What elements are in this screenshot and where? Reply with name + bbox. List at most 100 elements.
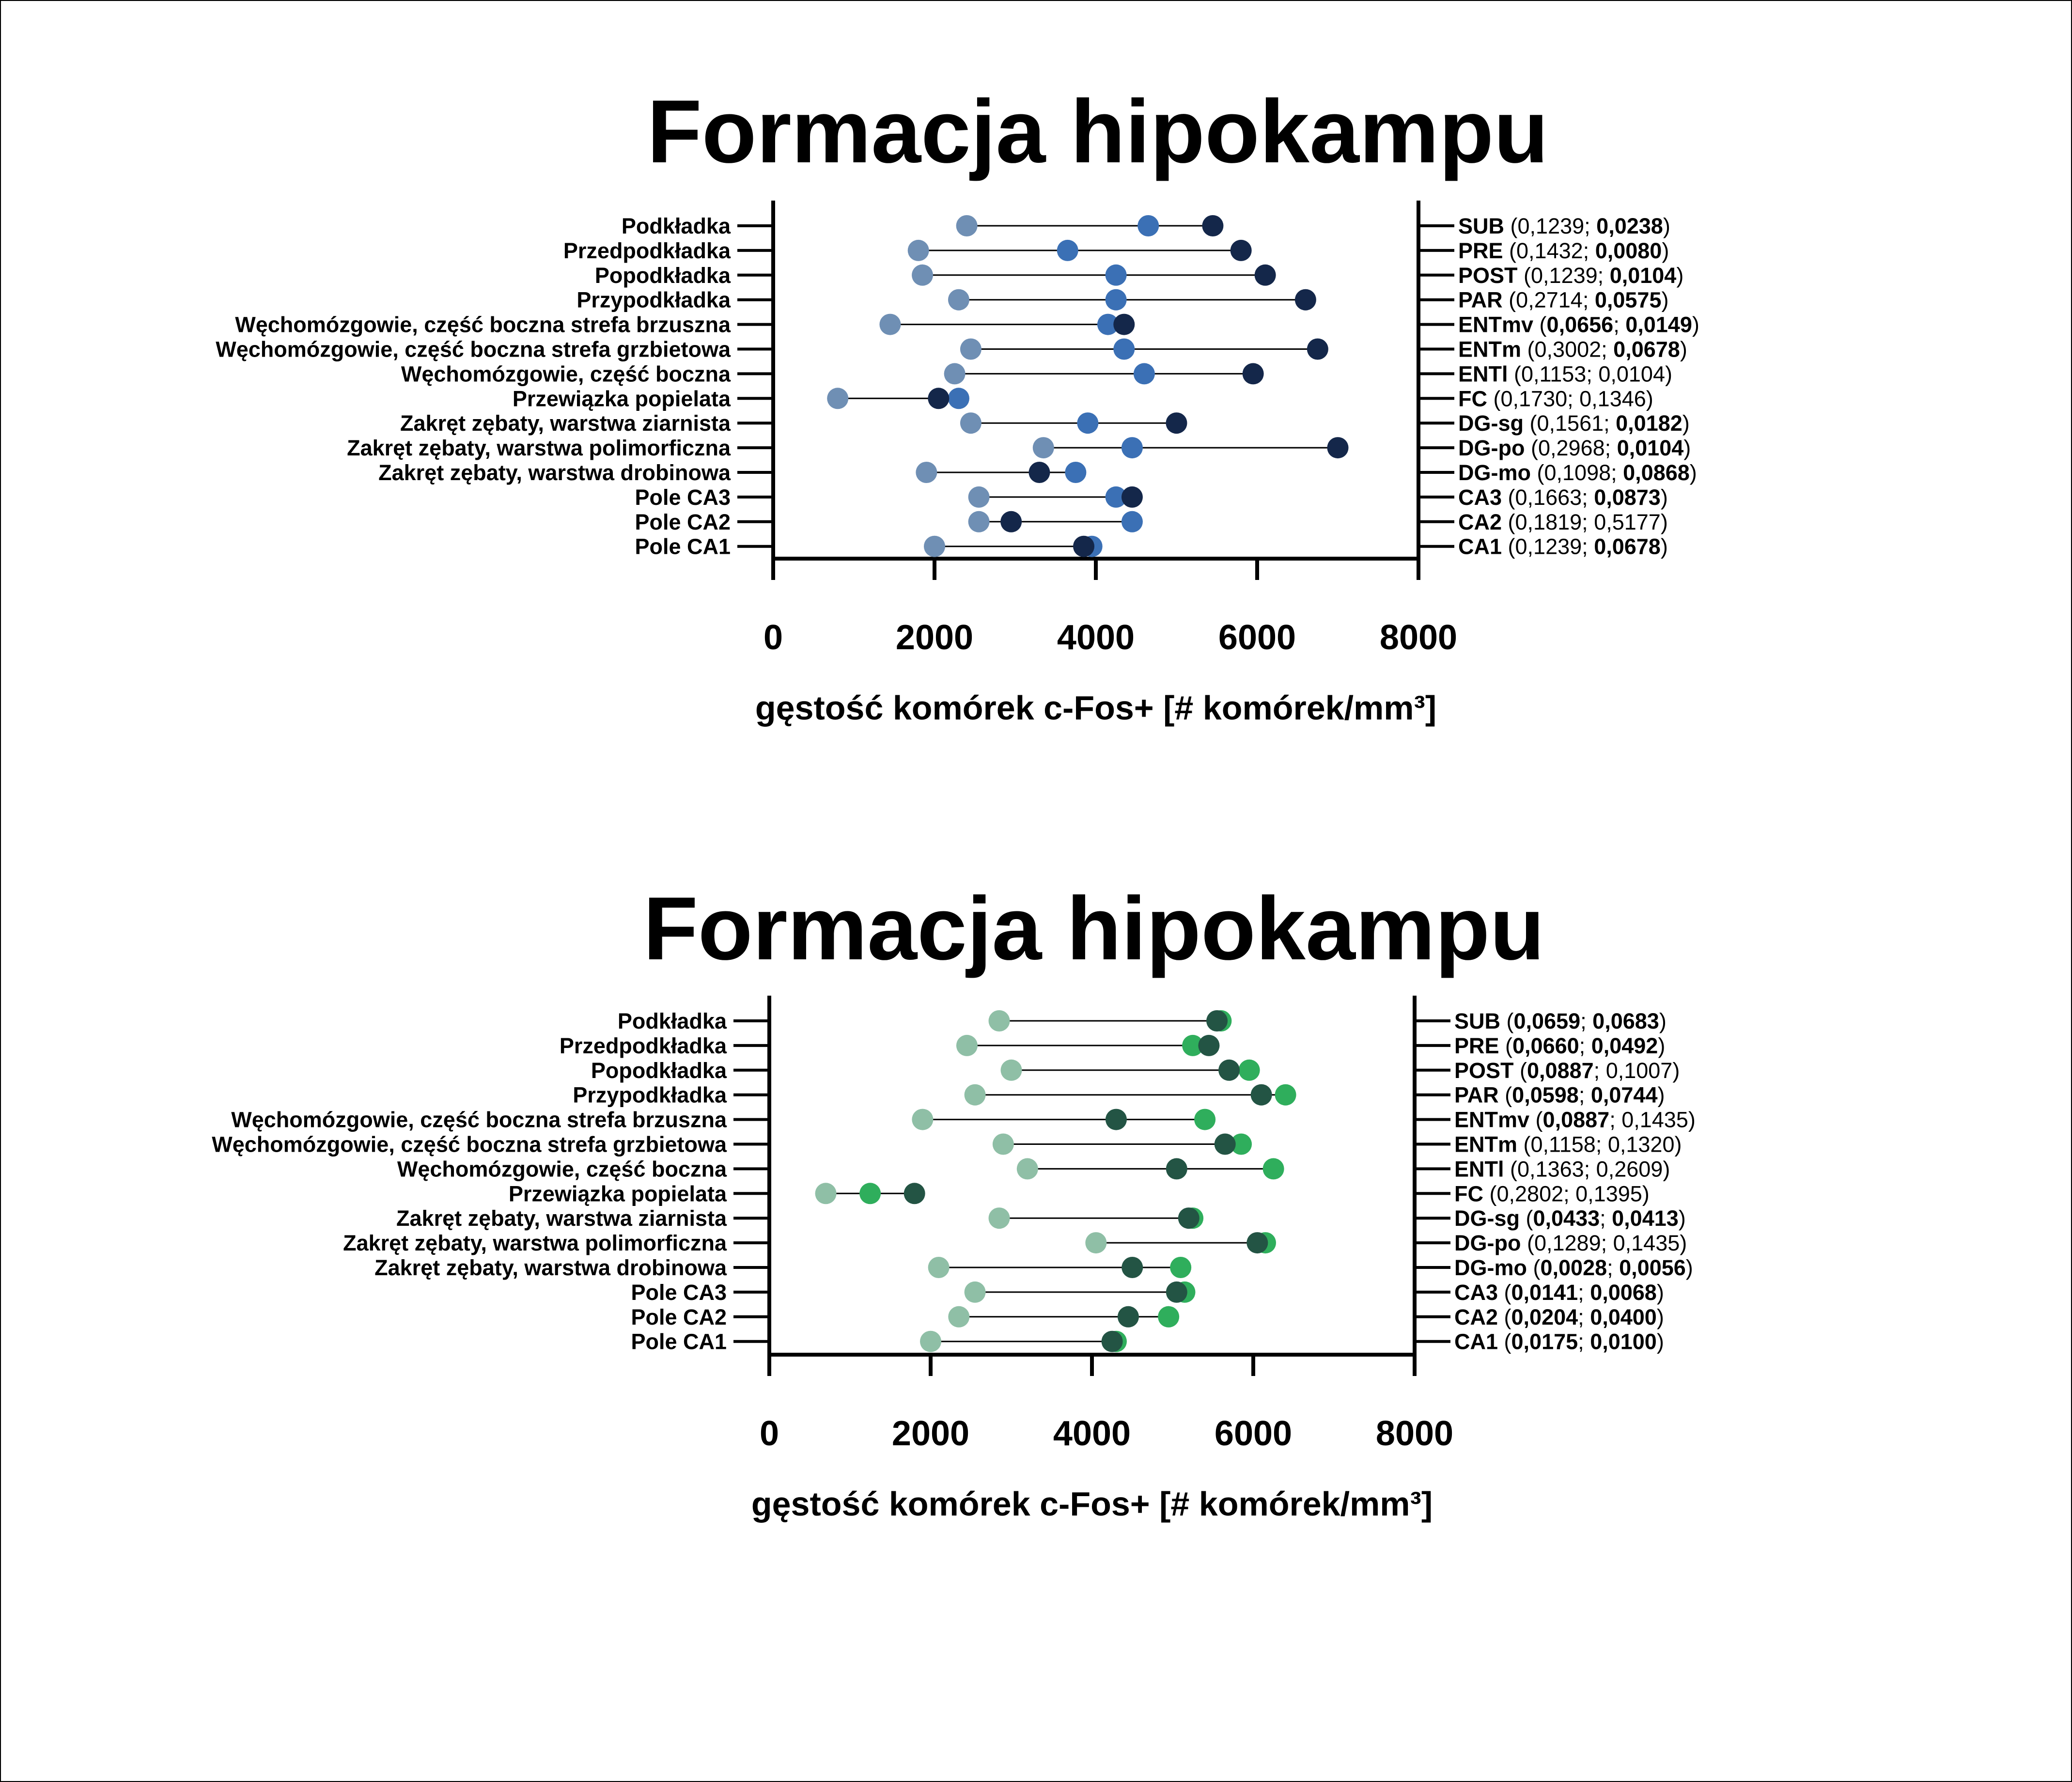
annotation-part: POST xyxy=(1458,263,1518,288)
data-point-series-2 xyxy=(1105,264,1127,286)
data-point-series-2 xyxy=(1105,289,1127,311)
data-point-series-1 xyxy=(992,1133,1014,1155)
p-value-annotation: PRE (0,1432; 0,0080) xyxy=(1458,238,1669,263)
annotation-part: 0,1819 xyxy=(1515,510,1582,534)
p-value-annotation: CA3 (0,1663; 0,0873) xyxy=(1458,485,1668,510)
data-point-series-2 xyxy=(948,388,969,409)
category-label: Przypodkładka xyxy=(573,1083,727,1108)
annotation-part: FC xyxy=(1454,1181,1483,1206)
annotation-part: 0,1098 xyxy=(1544,460,1611,485)
annotation-part: ENTm xyxy=(1454,1132,1517,1157)
annotation-part: 0,0104 xyxy=(1617,436,1684,460)
p-value-annotation: DG-po (0,1289; 0,1435) xyxy=(1454,1231,1687,1255)
data-point-series-3 xyxy=(1198,1034,1220,1056)
data-point-series-3 xyxy=(1230,239,1252,261)
p-value-annotation: ENTmv (0,0656; 0,0149) xyxy=(1458,313,1699,337)
data-point-series-3 xyxy=(1214,1133,1236,1155)
annotation-part: DG-sg xyxy=(1454,1206,1520,1231)
annotation-part: 0,0575 xyxy=(1595,288,1662,313)
data-point-series-1 xyxy=(924,535,945,557)
data-point-series-3 xyxy=(1242,363,1264,385)
data-point-series-2 xyxy=(1137,215,1159,236)
annotation-part: ENTmv xyxy=(1458,313,1533,337)
annotation-part: 0,0887 xyxy=(1543,1108,1610,1132)
p-value-annotation: DG-sg (0,0433; 0,0413) xyxy=(1454,1206,1686,1231)
data-point-series-3 xyxy=(1117,1306,1139,1328)
annotation-part: 0,0678 xyxy=(1613,337,1680,362)
p-value-annotation: PAR (0,0598; 0,0744) xyxy=(1454,1083,1665,1108)
category-label: Zakręt zębaty, warstwa drobinowa xyxy=(374,1255,727,1280)
annotation-part: 0,0238 xyxy=(1596,214,1663,238)
data-point-series-3 xyxy=(1178,1207,1200,1229)
data-point-series-2 xyxy=(1121,437,1143,459)
annotation-part: CA2 xyxy=(1458,510,1502,534)
annotation-part: 0,0056 xyxy=(1619,1255,1686,1280)
x-axis-label: gęstość komórek c-Fos+ [# komórek/mm³] xyxy=(755,689,1436,727)
annotation-part: 0,0400 xyxy=(1590,1305,1657,1329)
p-value-annotation: DG-mo (0,0028; 0,0056) xyxy=(1454,1255,1693,1280)
data-point-series-1 xyxy=(907,239,929,261)
data-point-series-2 xyxy=(1158,1306,1180,1328)
data-point-series-3 xyxy=(1101,1330,1123,1352)
p-value-annotation: ENTl (0,1153; 0,0104) xyxy=(1458,361,1672,386)
category-label: Przypodkładka xyxy=(576,288,731,313)
data-point-series-3 xyxy=(1105,1109,1127,1130)
data-point-series-2 xyxy=(1170,1257,1192,1278)
data-point-series-1 xyxy=(827,388,849,409)
annotation-part: CA1 xyxy=(1458,534,1502,559)
data-point-series-3 xyxy=(904,1183,925,1204)
data-point-series-3 xyxy=(1206,1010,1228,1032)
data-point-series-3 xyxy=(1073,535,1095,557)
data-point-series-1 xyxy=(960,338,981,360)
chart-title: Formacja hipokampu xyxy=(643,879,1545,979)
annotation-part: 0,1395 xyxy=(1575,1181,1642,1206)
data-point-series-1 xyxy=(1000,1059,1022,1081)
data-point-series-1 xyxy=(968,511,990,532)
annotation-part: 0,0873 xyxy=(1594,485,1661,510)
data-point-series-3 xyxy=(928,388,950,409)
data-point-series-2 xyxy=(1077,412,1099,434)
annotation-part: 0,0868 xyxy=(1623,460,1690,485)
p-value-annotation: PAR (0,2714; 0,0575) xyxy=(1458,288,1668,313)
annotation-part: FC xyxy=(1458,386,1487,411)
annotation-part: ENTl xyxy=(1454,1157,1504,1181)
x-tick-label: 4000 xyxy=(1057,618,1135,657)
annotation-part: ENTmv xyxy=(1454,1108,1529,1132)
data-point-series-3 xyxy=(1113,313,1135,335)
annotation-part: CA2 xyxy=(1454,1305,1498,1329)
annotation-part: 0,0744 xyxy=(1591,1083,1658,1108)
annotation-part: 0,0028 xyxy=(1541,1255,1607,1280)
category-label: Zakręt zębaty, warstwa ziarnista xyxy=(400,411,731,436)
category-label: Pole CA1 xyxy=(631,1329,727,1354)
data-point-series-1 xyxy=(944,363,966,385)
annotation-part: 0,0433 xyxy=(1533,1206,1600,1231)
x-axis-label: gęstość komórek c-Fos+ [# komórek/mm³] xyxy=(751,1485,1433,1523)
annotation-part: 0,0182 xyxy=(1616,411,1683,436)
annotation-part: 0,1153 xyxy=(1521,361,1586,386)
annotation-part: 0,1435 xyxy=(1613,1231,1680,1255)
data-point-series-2 xyxy=(1121,511,1143,532)
x-tick-label: 0 xyxy=(763,618,783,657)
p-value-annotation: SUB (0,0659; 0,0683) xyxy=(1454,1009,1667,1033)
p-value-annotation: CA1 (0,0175; 0,0100) xyxy=(1454,1329,1664,1354)
annotation-part: 0,1007 xyxy=(1606,1058,1673,1083)
data-point-series-1 xyxy=(1085,1232,1107,1254)
x-tick-label: 4000 xyxy=(1053,1414,1131,1453)
annotation-part: DG-po xyxy=(1458,436,1525,460)
annotation-part: PAR xyxy=(1454,1083,1499,1108)
annotation-part: CA1 xyxy=(1454,1329,1498,1354)
annotation-part: 0,1320 xyxy=(1608,1132,1675,1157)
p-value-annotation: ENTmv (0,0887; 0,1435) xyxy=(1454,1108,1696,1132)
data-point-series-1 xyxy=(964,1084,986,1106)
annotation-part: 0,0656 xyxy=(1547,313,1614,337)
p-value-annotation: DG-mo (0,1098; 0,0868) xyxy=(1458,460,1697,485)
annotation-part: 0,1363 xyxy=(1517,1157,1584,1181)
data-point-series-3 xyxy=(1218,1059,1240,1081)
data-point-series-3 xyxy=(1250,1084,1272,1106)
annotation-part: 0,0659 xyxy=(1514,1009,1581,1033)
annotation-part: 0,0678 xyxy=(1594,534,1661,559)
x-tick-label: 6000 xyxy=(1215,1414,1292,1453)
p-value-annotation: FC (0,1730; 0,1346) xyxy=(1458,386,1653,411)
category-label: Podkładka xyxy=(622,214,731,238)
